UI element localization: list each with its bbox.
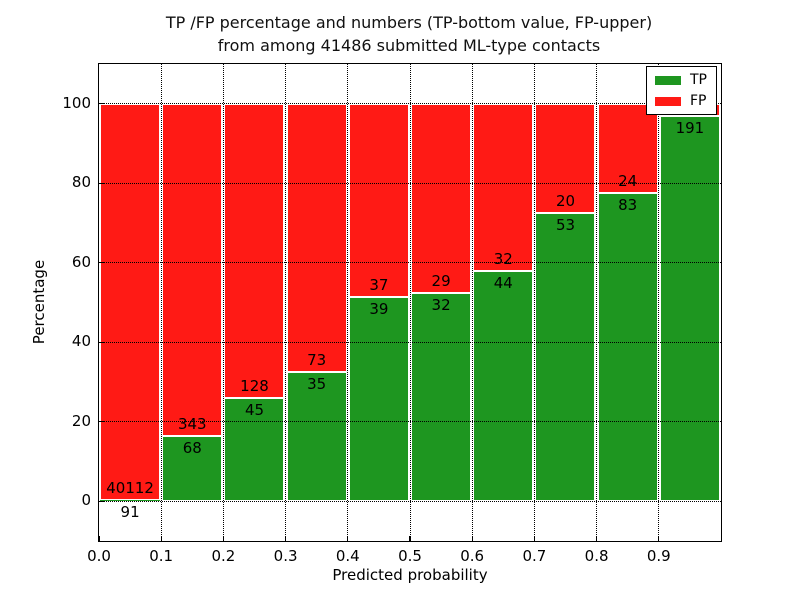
x-tick-label: 0.2 <box>211 547 236 565</box>
bar-segment-fp <box>162 103 223 436</box>
y-tick <box>99 341 104 343</box>
x-tick <box>285 536 287 541</box>
bar-segment-fp <box>597 103 658 193</box>
bar-segment-tp <box>473 271 534 502</box>
x-tick <box>98 536 100 541</box>
y-tick <box>99 262 104 264</box>
x-tick <box>409 536 411 541</box>
y-tick-label: 0 <box>81 491 91 510</box>
legend: TP FP <box>646 66 717 115</box>
v-gridline <box>160 64 162 541</box>
bar-segment-tp <box>224 397 285 502</box>
bar-label-tp: 44 <box>493 274 513 293</box>
h-gridline <box>99 500 721 502</box>
bar-segment-fp <box>473 103 534 272</box>
x-tick-label: 0.0 <box>87 547 111 565</box>
bar-label-fp: 24 <box>618 171 638 190</box>
bar-segment-fp <box>100 103 160 501</box>
y-tick <box>99 421 104 423</box>
bar-label-tp: 32 <box>431 295 451 314</box>
x-tick-label: 0.9 <box>646 547 671 565</box>
y-tick <box>99 500 104 502</box>
x-tick-label: 0.6 <box>460 547 485 565</box>
legend-item-fp: FP <box>655 94 707 108</box>
x-tick <box>222 536 224 541</box>
bar-label-fp: 73 <box>307 351 327 370</box>
bar-label-tp: 39 <box>369 300 389 319</box>
x-tick <box>160 536 162 541</box>
bar-label-fp: 128 <box>240 376 269 395</box>
x-tick-label: 0.1 <box>149 547 174 565</box>
h-gridline <box>99 182 721 184</box>
legend-swatch-fp-icon <box>655 96 681 106</box>
v-gridline <box>409 64 411 541</box>
bar-label-tp: 35 <box>307 375 327 394</box>
y-tick <box>99 103 104 105</box>
legend-label-tp: TP <box>690 72 707 88</box>
y-tick <box>99 182 104 184</box>
x-tick <box>533 536 535 541</box>
bar-label-fp: 20 <box>555 191 576 210</box>
bar-label-fp: 343 <box>177 414 207 433</box>
x-tick <box>596 536 598 541</box>
x-tick <box>347 536 349 541</box>
y-tick-label: 80 <box>71 173 91 192</box>
y-tick-label: 40 <box>71 332 91 351</box>
x-tick-label: 0.7 <box>522 547 547 565</box>
h-gridline <box>99 341 721 343</box>
bar-segment-tp <box>411 292 471 502</box>
bar-segment-fp <box>224 103 285 398</box>
h-gridline <box>99 421 721 423</box>
bar-label-tp: 53 <box>555 215 576 234</box>
v-gridline <box>471 64 473 541</box>
chart-title-line1: TP /FP percentage and numbers (TP-bottom… <box>165 13 653 32</box>
x-tick-label: 0.4 <box>335 547 360 565</box>
bar-label-tp: 91 <box>120 503 140 522</box>
bar-label-fp: 32 <box>493 250 513 269</box>
h-gridline <box>99 103 721 105</box>
bar-label-fp: 37 <box>369 276 389 295</box>
x-tick <box>658 536 660 541</box>
bar-segment-fp <box>411 103 471 293</box>
bar-label-tp: 83 <box>618 195 638 214</box>
bar-label-fp: 29 <box>431 271 451 290</box>
legend-swatch-tp-icon <box>655 75 681 85</box>
bar-segment-fp <box>286 103 347 373</box>
bar-label-tp: 191 <box>675 119 705 138</box>
v-gridline <box>285 64 287 541</box>
x-tick-label: 0.5 <box>398 547 422 565</box>
bar-label-tp: 45 <box>244 400 265 419</box>
v-gridline <box>347 64 349 541</box>
x-tick-label: 0.8 <box>584 547 609 565</box>
bar-segment-tp <box>535 212 596 502</box>
bar-segment-fp <box>535 103 596 213</box>
y-tick-label: 100 <box>62 93 91 112</box>
bar-segment-tp <box>286 372 347 502</box>
y-tick-label: 20 <box>71 411 91 430</box>
x-tick <box>471 536 473 541</box>
v-gridline <box>533 64 535 541</box>
bar-segment-tp <box>162 435 223 502</box>
bar-segment-tp <box>597 192 658 502</box>
legend-item-tp: TP <box>655 73 707 87</box>
h-gridline <box>99 262 721 264</box>
y-tick-label: 60 <box>71 252 91 271</box>
x-axis-label: Predicted probability <box>332 566 488 584</box>
v-gridline <box>658 64 660 541</box>
bar-label-tp: 68 <box>182 438 202 457</box>
bar-segment-tp <box>659 116 720 502</box>
plot-area: Percentage Predicted probability TP FP 4… <box>30 63 722 584</box>
chart-title-line2: from among 41486 submitted ML-type conta… <box>217 36 601 55</box>
x-tick-label: 0.3 <box>273 547 298 565</box>
bar-segment-tp <box>348 297 409 502</box>
chart-title: TP /FP percentage and numbers (TP-bottom… <box>98 11 720 57</box>
bar-label-fp: 40112 <box>106 479 154 498</box>
v-gridline <box>222 64 224 541</box>
bar-segment-fp <box>348 103 409 298</box>
v-gridline <box>596 64 598 541</box>
legend-label-fp: FP <box>690 93 707 109</box>
